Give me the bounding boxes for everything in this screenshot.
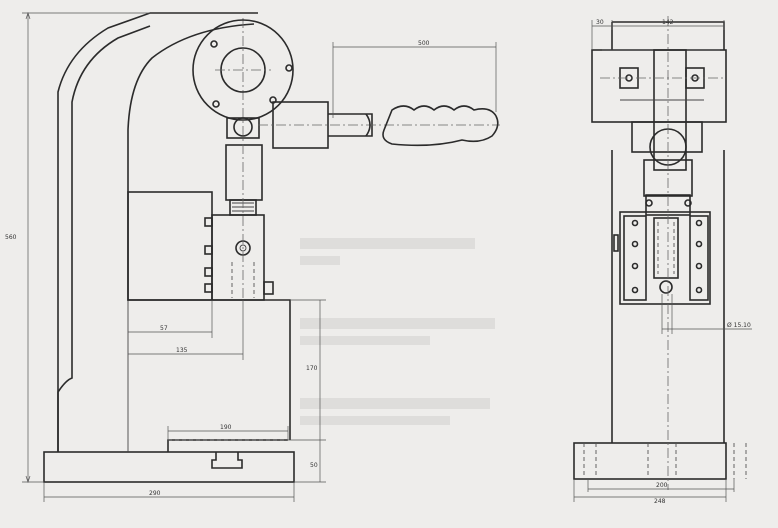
dim-142: 142 <box>662 19 674 26</box>
table-top <box>167 439 288 452</box>
front-guide-housing <box>619 211 711 305</box>
front-housing-screws <box>631 219 703 294</box>
front-view <box>573 16 747 490</box>
front-view-dimensions <box>573 20 752 502</box>
dim-57: 57 <box>160 325 168 332</box>
side-dimension-labels: 560 290 190 170 50 500 57 135 <box>5 40 430 497</box>
bleed-through-text <box>300 238 495 425</box>
ram-housing <box>127 191 213 301</box>
dim-50: 50 <box>310 462 318 469</box>
dim-phi: Ø 15.10 <box>727 322 751 329</box>
base-plate <box>43 451 295 483</box>
hand-lever-handle-icon <box>382 105 499 147</box>
dim-500: 500 <box>418 40 430 47</box>
top-head <box>591 49 727 123</box>
side-view-dimensions <box>22 11 497 502</box>
c-frame <box>57 12 291 452</box>
front-base <box>573 442 727 480</box>
frame-inner-edge <box>57 25 151 452</box>
dim-170: 170 <box>306 365 318 372</box>
dim-135: 135 <box>176 347 188 354</box>
dim-290: 290 <box>149 490 161 497</box>
guide-block <box>211 214 265 301</box>
ram-stem <box>225 144 263 201</box>
housing-screws <box>204 217 274 295</box>
t-slot-icon <box>211 452 243 469</box>
dim-200: 200 <box>656 482 668 489</box>
counterweight-disc-icon <box>192 19 294 121</box>
front-dimension-labels: 30 142 200 248 Ø 15.10 <box>596 19 751 505</box>
dim-190: 190 <box>220 424 232 431</box>
dim-560: 560 <box>5 234 17 241</box>
side-view <box>43 12 500 483</box>
front-column <box>611 150 725 443</box>
dim-248: 248 <box>654 498 666 505</box>
dim-30: 30 <box>596 19 604 26</box>
